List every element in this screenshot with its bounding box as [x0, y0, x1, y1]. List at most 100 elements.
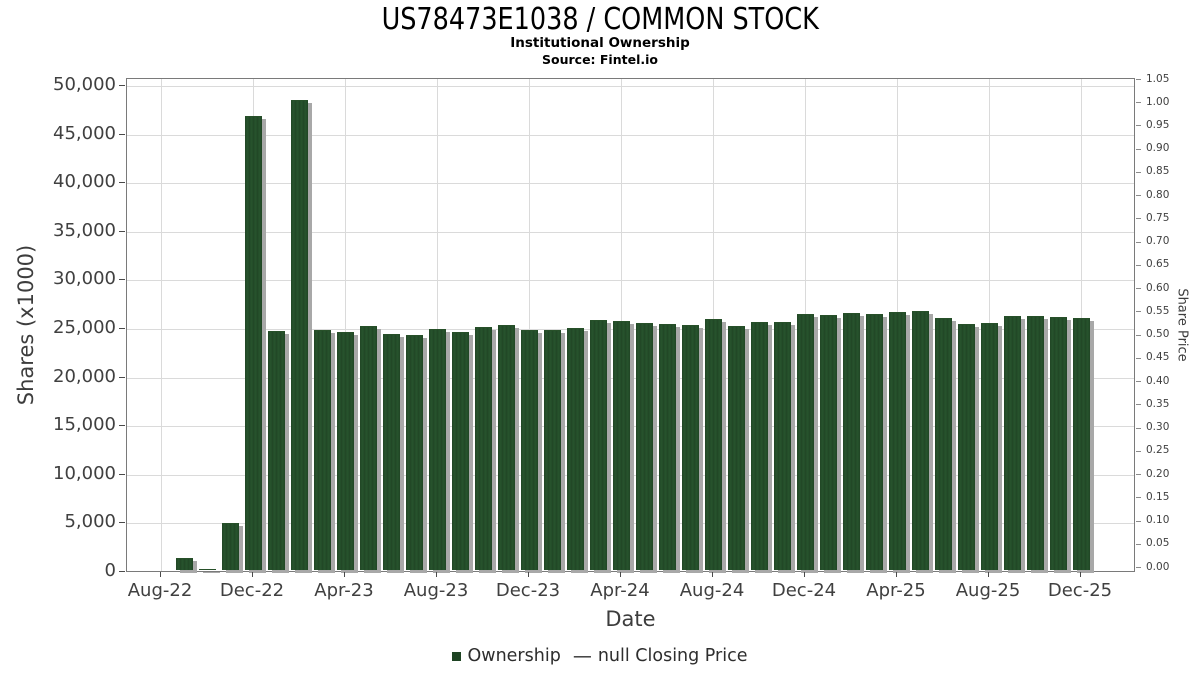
x-axis-tick-label: Aug-22 — [127, 580, 193, 601]
y-axis-tick — [119, 133, 125, 135]
x-axis-tick — [804, 572, 805, 577]
h-gridline — [127, 280, 1134, 282]
ownership-bar — [912, 311, 929, 570]
price-axis-tick — [1136, 334, 1141, 336]
ownership-bar — [981, 323, 998, 570]
ownership-bar — [774, 322, 791, 570]
v-gridline — [345, 79, 346, 571]
y-axis-tick — [119, 182, 125, 184]
x-axis-tick-label: Apr-25 — [866, 580, 926, 601]
ownership-bar — [935, 318, 952, 570]
ownership-bar — [475, 327, 492, 570]
price-axis-tick-label: 0.05 — [1146, 537, 1170, 550]
v-gridline — [161, 79, 162, 571]
ownership-bar — [567, 328, 584, 570]
price-axis-tick-label: 1.00 — [1146, 95, 1170, 108]
h-gridline — [127, 134, 1134, 136]
x-axis-tick — [436, 572, 437, 577]
x-axis-tick — [712, 572, 713, 577]
price-axis-tick-label: 0.95 — [1146, 118, 1170, 131]
ownership-bar — [268, 331, 285, 570]
y-axis-tick — [119, 376, 125, 378]
price-axis-tick — [1136, 404, 1141, 406]
ownership-bar — [360, 326, 377, 570]
y-axis-tick-label: 35,000 — [53, 219, 116, 241]
ownership-bar — [843, 313, 860, 570]
ownership-bar — [291, 100, 308, 570]
price-axis-tick — [1136, 171, 1141, 173]
y-axis-tick — [119, 522, 125, 524]
x-axis-tick — [528, 572, 529, 577]
ownership-legend-label: Ownership — [467, 646, 561, 666]
ownership-bar — [1027, 316, 1044, 570]
y-axis-tick — [119, 473, 125, 475]
price-legend-label: null Closing Price — [597, 646, 748, 666]
ownership-bar — [1050, 317, 1067, 570]
x-axis-tick-label: Aug-23 — [403, 580, 469, 601]
x-axis-tick-label: Dec-22 — [219, 580, 285, 601]
price-axis-tick-label: 0.55 — [1146, 304, 1170, 317]
h-gridline — [127, 329, 1134, 330]
ownership-bar — [820, 315, 837, 570]
y-axis-tick-label: 50,000 — [53, 74, 116, 95]
price-axis-tick — [1136, 357, 1141, 359]
h-gridline — [127, 183, 1134, 185]
x-axis-tick-label: Dec-24 — [771, 580, 837, 601]
ownership-bar — [889, 312, 906, 570]
ownership-bar — [199, 569, 216, 570]
price-axis-tick-label: 0.25 — [1146, 444, 1170, 457]
h-gridline — [127, 86, 1134, 87]
v-gridline — [529, 79, 530, 571]
legend: Ownership — null Closing Price — [0, 645, 1200, 667]
x-axis-tick — [620, 572, 621, 577]
price-axis-title: Share Price — [1174, 288, 1190, 362]
y-axis-tick — [119, 425, 125, 427]
price-axis-tick — [1136, 427, 1141, 429]
ownership-bar — [1073, 318, 1090, 570]
ownership-bar — [222, 523, 239, 570]
ownership-bar — [797, 314, 814, 570]
ownership-bar — [314, 330, 331, 570]
price-axis-tick — [1136, 195, 1141, 197]
price-axis-tick-label: 0.75 — [1146, 211, 1170, 224]
y-axis-tick-label: 20,000 — [53, 365, 116, 387]
price-axis-tick — [1136, 567, 1141, 568]
y-axis-tick-label: 15,000 — [53, 414, 116, 436]
price-axis-tick-label: 0.50 — [1146, 328, 1170, 341]
price-axis-tick-label: 0.10 — [1146, 514, 1170, 527]
h-gridline — [127, 426, 1134, 428]
price-axis-tick — [1136, 381, 1141, 383]
ownership-bar — [498, 325, 515, 570]
price-axis-tick-label: 0.35 — [1146, 397, 1170, 410]
price-axis-tick — [1136, 125, 1141, 127]
ownership-bar — [728, 326, 745, 570]
h-gridline — [127, 523, 1134, 525]
price-axis-tick — [1136, 218, 1141, 220]
ownership-bar — [452, 332, 469, 570]
ownership-bar — [705, 319, 722, 570]
y-axis-tick — [119, 230, 125, 232]
price-axis-tick — [1136, 102, 1141, 104]
ownership-bar — [521, 330, 538, 570]
h-gridline — [127, 377, 1134, 379]
x-axis-tick-label: Apr-23 — [314, 580, 374, 601]
y-axis-tick-label: 0 — [104, 560, 116, 581]
x-axis-tick — [160, 572, 161, 577]
price-axis-tick — [1136, 450, 1141, 452]
y-axis-tick-label: 30,000 — [53, 268, 116, 290]
price-axis-tick-label: 0.85 — [1146, 165, 1170, 178]
chart-title: US78473E1038 / COMMON STOCK — [381, 2, 819, 37]
y-axis-tick — [119, 328, 125, 329]
x-axis-tick — [988, 572, 989, 577]
price-axis-tick-label: 0.30 — [1146, 421, 1170, 434]
y-axis-tick-label: 5,000 — [64, 511, 116, 533]
price-axis-tick — [1136, 543, 1141, 545]
ownership-bar — [682, 325, 699, 570]
y-axis-tick — [119, 571, 125, 572]
price-axis-tick — [1136, 241, 1141, 243]
y-axis-tick-label: 10,000 — [53, 462, 116, 484]
price-axis-tick — [1136, 148, 1141, 150]
ownership-bar — [751, 322, 768, 570]
v-gridline — [437, 79, 438, 571]
price-axis-tick-label: 0.80 — [1146, 188, 1170, 201]
